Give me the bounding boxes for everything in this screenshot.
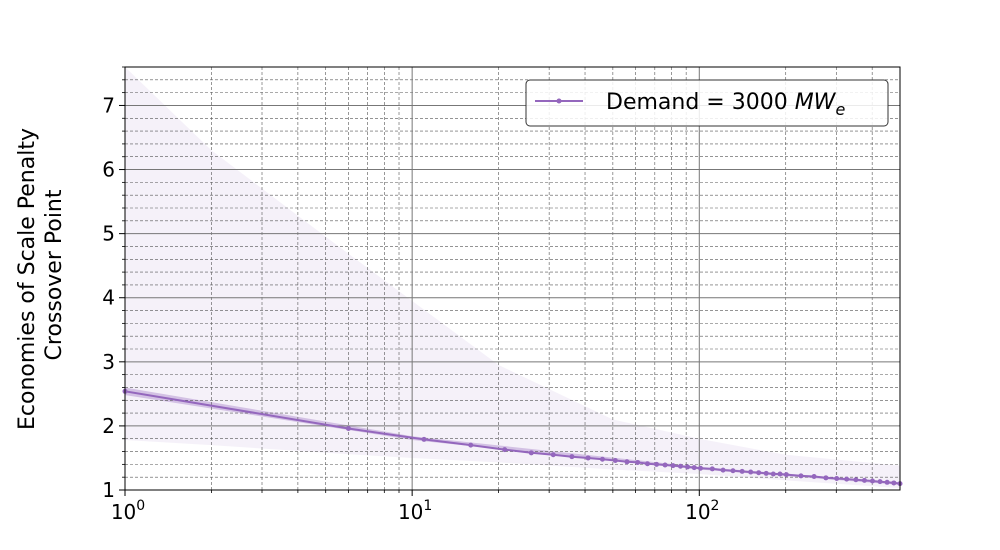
data-point [654, 461, 660, 467]
data-point [662, 462, 668, 468]
legend-label-subscript: e [835, 100, 845, 119]
data-point [550, 452, 556, 458]
plot-frame [124, 66, 901, 491]
axis-ticks [119, 66, 873, 496]
data-point [468, 442, 474, 448]
series-points [122, 388, 903, 487]
data-point [528, 450, 534, 456]
legend: Demand = 3000 MWe [525, 79, 889, 127]
data-point [756, 470, 762, 476]
x-tick-label-base: 10 [398, 500, 423, 524]
data-point [585, 455, 591, 461]
legend-label: Demand = 3000 [606, 90, 795, 115]
x-tick-label: 100 [111, 498, 145, 524]
x-tick-label-base: 10 [111, 500, 136, 524]
y-tick-label: 2 [102, 414, 115, 438]
data-point [698, 465, 704, 471]
data-point [599, 456, 605, 462]
data-point [853, 477, 859, 483]
data-point [834, 475, 840, 481]
data-point [421, 436, 427, 442]
data-point [763, 470, 769, 476]
y-tick-labels: 1 2 3 4 5 6 7 [102, 93, 115, 502]
data-point [811, 474, 817, 480]
data-point [783, 472, 789, 478]
x-tick-label-exponent: 2 [711, 498, 720, 514]
data-point [798, 473, 804, 479]
y-axis-title-line2: Crossover Point [42, 189, 67, 360]
data-point [720, 467, 726, 473]
data-point [861, 477, 867, 483]
data-point [685, 464, 691, 470]
x-tick-label-exponent: 1 [423, 498, 432, 514]
data-point [884, 479, 890, 485]
data-point [777, 471, 783, 477]
data-point [730, 468, 736, 474]
x-tick-label: 102 [685, 498, 719, 524]
y-axis-title: Economies of Scale Penalty Crossover Poi… [15, 128, 67, 430]
data-point [823, 475, 829, 481]
data-point [877, 479, 883, 485]
y-tick-label: 3 [102, 350, 115, 374]
data-point [770, 471, 776, 477]
y-axis-title-line1: Economies of Scale Penalty [15, 128, 40, 430]
y-tick-label: 1 [102, 478, 115, 502]
data-point [345, 425, 351, 431]
data-point [844, 476, 850, 482]
data-point [624, 459, 630, 465]
x-tick-label-base: 10 [685, 500, 710, 524]
data-point [869, 478, 875, 484]
data-point [612, 458, 618, 464]
legend-box [525, 79, 889, 127]
y-tick-label: 5 [102, 222, 115, 246]
x-tick-label-exponent: 0 [136, 498, 145, 514]
outer-uncertainty-band [125, 67, 900, 489]
x-tick-label: 101 [398, 498, 432, 524]
data-point [635, 459, 641, 465]
legend-label-math: MW [795, 90, 837, 115]
data-point [748, 469, 754, 475]
y-tick-label: 7 [102, 93, 115, 117]
data-point [891, 480, 897, 486]
data-point [691, 465, 697, 471]
data-point [644, 461, 650, 467]
legend-entry: Demand = 3000 MWe [606, 90, 845, 119]
data-point [677, 463, 683, 469]
x-tick-labels: 100 101 102 [111, 498, 720, 524]
y-tick-label: 4 [102, 286, 115, 310]
data-point [739, 468, 745, 474]
data-point [670, 463, 676, 469]
data-point [502, 447, 508, 453]
y-tick-label: 6 [102, 158, 115, 182]
confidence-bands [125, 67, 900, 489]
legend-marker-sample [556, 98, 562, 104]
data-point [569, 454, 575, 460]
data-point [709, 466, 715, 472]
